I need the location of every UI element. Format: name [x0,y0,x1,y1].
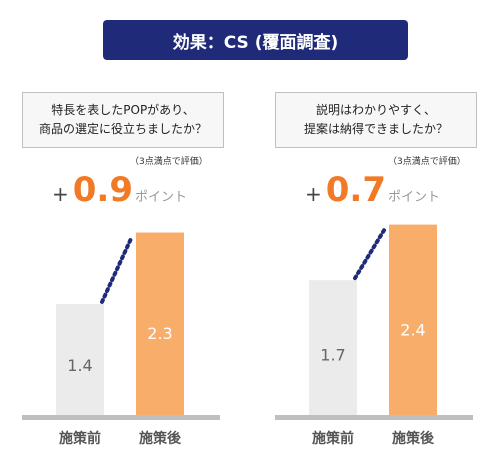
category-label: 施策前 [312,430,354,447]
question-line-1: 特長を表したPOPがあり、 [51,103,195,117]
bar-value-label: 2.4 [400,320,425,339]
question-line-1: 説明はわかりやすく、 [315,103,436,117]
increase-connector [100,234,134,304]
delta-unit: ポイント [388,190,441,205]
delta-indicator: + 0.7 ポイント [305,170,440,210]
category-label: 施策前 [59,430,101,447]
bar-chart: 1.4 施策前 2.3 施策後 [22,232,220,447]
bar-chart: 1.7 施策前 2.4 施策後 [275,224,473,447]
page-title: 効果：CS (覆面調査) [103,20,408,60]
increase-connector [353,226,387,281]
bar-before [56,303,104,415]
chart-panel-pop: 特長を表したPOPがあり、 商品の選定に役立ちましたか？ （3点満点で評価） +… [22,92,224,447]
question-line-2: 商品の選定に役立ちましたか？ [38,122,207,136]
delta-value: 0.7 [325,170,386,210]
delta-prefix: + [52,182,69,206]
delta-indicator: + 0.9 ポイント [52,170,187,210]
delta-value: 0.9 [72,170,133,210]
scale-note: （3点満点で評価） [130,157,208,167]
question-box: 特長を表したPOPがあり、 商品の選定に役立ちましたか？ [22,92,224,148]
chart-baseline [275,415,473,420]
bar-value-label: 1.7 [320,345,345,364]
question-line-2: 提案は納得できましたか？ [303,122,448,136]
scale-note: （3点満点で評価） [388,157,466,167]
category-label: 施策後 [139,430,182,447]
category-label: 施策後 [392,430,435,447]
bar-value-label: 2.3 [147,324,172,343]
question-box: 説明はわかりやすく、 提案は納得できましたか？ [275,92,477,148]
bar-before [309,280,357,415]
chart-panel-explanation: 説明はわかりやすく、 提案は納得できましたか？ （3点満点で評価） + 0.7 … [245,0,490,465]
bar-value-label: 1.4 [67,356,92,375]
bar-after [136,232,184,415]
delta-unit: ポイント [135,190,188,205]
chart-baseline [22,415,220,420]
bar-after [389,224,437,415]
delta-prefix: + [305,182,322,206]
